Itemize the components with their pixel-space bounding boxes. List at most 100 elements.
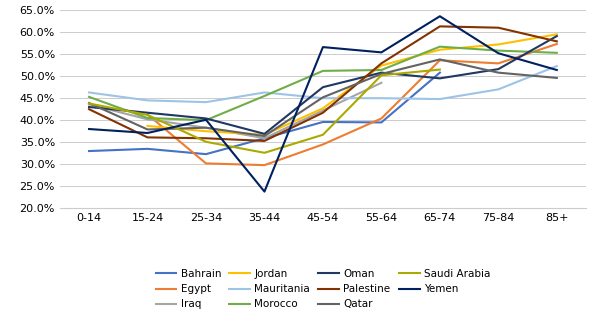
Line: Yemen: Yemen [89,16,557,192]
Morocco [144,116,151,120]
Yemen [553,68,560,72]
Palestine [437,25,444,29]
Qatar [553,76,560,80]
Qatar [144,127,151,131]
Saudi Arabia [144,113,151,117]
Mauritania [202,100,209,104]
Saudi Arabia [319,133,327,137]
Morocco [319,69,327,73]
Iraq [378,81,385,85]
Qatar [202,126,209,130]
Yemen [437,14,444,18]
Mauritania [319,96,327,100]
Mauritania [553,64,560,68]
Morocco [86,95,93,99]
Oman [319,85,327,89]
Bahrain [437,71,444,75]
Saudi Arabia [202,140,209,144]
Yemen [378,50,385,54]
Oman [202,117,209,121]
Mauritania [378,96,385,100]
Morocco [495,49,502,53]
Palestine [378,61,385,66]
Morocco [378,68,385,72]
Saudi Arabia [437,68,444,72]
Morocco [261,94,268,98]
Morocco [553,51,560,55]
Saudi Arabia [261,151,268,155]
Egypt [202,161,209,165]
Bahrain [319,120,327,124]
Bahrain [86,149,93,153]
Palestine [202,136,209,140]
Palestine [261,139,268,143]
Egypt [437,58,444,62]
Yemen [202,118,209,122]
Qatar [495,71,502,75]
Line: Morocco: Morocco [89,47,557,120]
Iraq [86,102,93,107]
Mauritania [495,87,502,91]
Egypt [553,42,560,46]
Yemen [144,131,151,135]
Jordan [319,106,327,110]
Bahrain [144,147,151,151]
Palestine [144,135,151,139]
Line: Oman: Oman [89,36,557,134]
Line: Mauritania: Mauritania [89,66,557,102]
Mauritania [437,97,444,101]
Line: Palestine: Palestine [89,27,557,141]
Line: Bahrain: Bahrain [89,73,440,154]
Line: Egypt: Egypt [148,44,557,165]
Jordan [553,32,560,36]
Egypt [261,163,268,167]
Saudi Arabia [86,101,93,106]
Saudi Arabia [378,73,385,77]
Oman [261,132,268,136]
Jordan [437,48,444,52]
Qatar [437,57,444,61]
Qatar [86,101,93,105]
Palestine [86,107,93,111]
Yemen [86,127,93,131]
Egypt [319,142,327,146]
Oman [86,105,93,109]
Legend: Bahrain, Egypt, Iraq, Jordan, Mauritania, Morocco, Oman, Palestine, Qatar, Saudi: Bahrain, Egypt, Iraq, Jordan, Mauritania… [155,269,490,309]
Mauritania [144,98,151,102]
Oman [378,71,385,75]
Oman [553,34,560,38]
Jordan [144,124,151,128]
Yemen [261,190,268,194]
Iraq [144,117,151,121]
Jordan [378,64,385,68]
Morocco [202,118,209,122]
Mauritania [86,90,93,94]
Line: Qatar: Qatar [89,59,557,136]
Yemen [495,51,502,55]
Line: Iraq: Iraq [89,83,382,138]
Qatar [378,72,385,76]
Qatar [261,134,268,138]
Yemen [319,45,327,49]
Qatar [319,95,327,99]
Egypt [144,113,151,117]
Iraq [202,126,209,130]
Palestine [495,26,502,30]
Palestine [553,39,560,43]
Oman [495,67,502,71]
Oman [437,76,444,80]
Oman [144,111,151,115]
Jordan [495,42,502,46]
Bahrain [378,120,385,124]
Egypt [378,117,385,121]
Jordan [261,133,268,137]
Morocco [437,45,444,49]
Jordan [202,129,209,133]
Line: Jordan: Jordan [148,34,557,135]
Iraq [319,109,327,113]
Mauritania [261,90,268,94]
Egypt [495,61,502,66]
Bahrain [261,136,268,140]
Iraq [261,136,268,140]
Palestine [319,111,327,115]
